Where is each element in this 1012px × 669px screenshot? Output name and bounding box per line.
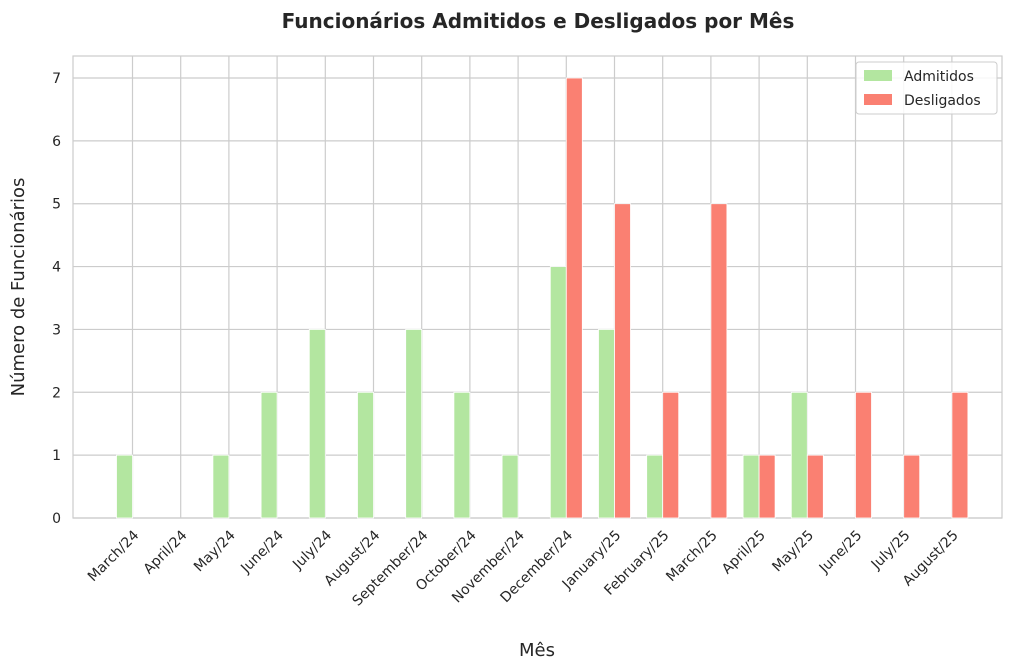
x-tick-label: April/24 — [141, 527, 191, 577]
y-tick-label: 1 — [52, 448, 61, 464]
bar-admitidos-may-24 — [212, 454, 230, 519]
bars — [116, 77, 969, 519]
y-tick-label: 7 — [52, 71, 61, 87]
bar-admitidos-february-25 — [646, 454, 664, 519]
bar-admitidos-september-24 — [405, 329, 423, 519]
legend-label-admitidos: Admitidos — [904, 69, 974, 85]
legend-swatch-desligados — [864, 94, 892, 105]
bar-desligados-february-25 — [662, 391, 680, 519]
y-tick-label: 2 — [52, 385, 61, 401]
bar-desligados-june-25 — [855, 391, 872, 519]
bar-admitidos-june-24 — [260, 391, 278, 519]
bar-admitidos-october-24 — [453, 391, 471, 519]
bar-desligados-march-25 — [710, 203, 728, 519]
bar-desligados-july-25 — [903, 454, 921, 519]
legend: Admitidos Desligados — [855, 61, 998, 115]
x-tick-label: July/25 — [868, 528, 914, 574]
y-axis-label: Número de Funcionários — [8, 178, 29, 397]
x-tick-label: June/24 — [237, 527, 287, 577]
chart-title: Funcionários Admitidos e Desligados por … — [282, 9, 795, 33]
bar-desligados-april-25 — [758, 454, 776, 519]
bar-admitidos-july-24 — [308, 329, 326, 519]
bar-desligados-august-25 — [951, 391, 969, 519]
bar-desligados-may-25 — [806, 454, 824, 519]
y-tick-label: 4 — [52, 260, 61, 276]
x-tick-label: April/25 — [719, 528, 769, 578]
x-tick-label: May/24 — [191, 527, 239, 575]
legend-swatch-admitidos — [864, 70, 892, 81]
x-tick-label: March/24 — [85, 527, 142, 584]
bar-desligados-december-24 — [565, 77, 583, 519]
x-tick-label: May/25 — [769, 528, 817, 576]
bar-admitidos-april-25 — [742, 454, 760, 519]
bar-admitidos-may-25 — [790, 391, 808, 519]
bar-admitidos-november-24 — [501, 454, 519, 519]
y-tick-labels: 0 1 2 3 4 5 6 7 — [52, 71, 61, 527]
bar-admitidos-january-25 — [598, 329, 615, 519]
y-tick-label: 5 — [52, 197, 61, 213]
y-tick-label: 3 — [52, 322, 61, 338]
x-tick-label: June/25 — [816, 528, 866, 578]
y-tick-label: 6 — [52, 134, 61, 150]
y-tick-label: 0 — [52, 511, 61, 527]
bar-admitidos-march-24 — [116, 454, 133, 519]
legend-label-desligados: Desligados — [904, 93, 981, 109]
bar-admitidos-august-24 — [357, 391, 374, 519]
x-tick-label: March/25 — [663, 528, 720, 585]
bar-admitidos-december-24 — [549, 266, 567, 519]
bar-desligados-january-25 — [614, 203, 631, 519]
x-tick-label: July/24 — [289, 527, 335, 573]
x-axis-label: Mês — [519, 640, 555, 661]
